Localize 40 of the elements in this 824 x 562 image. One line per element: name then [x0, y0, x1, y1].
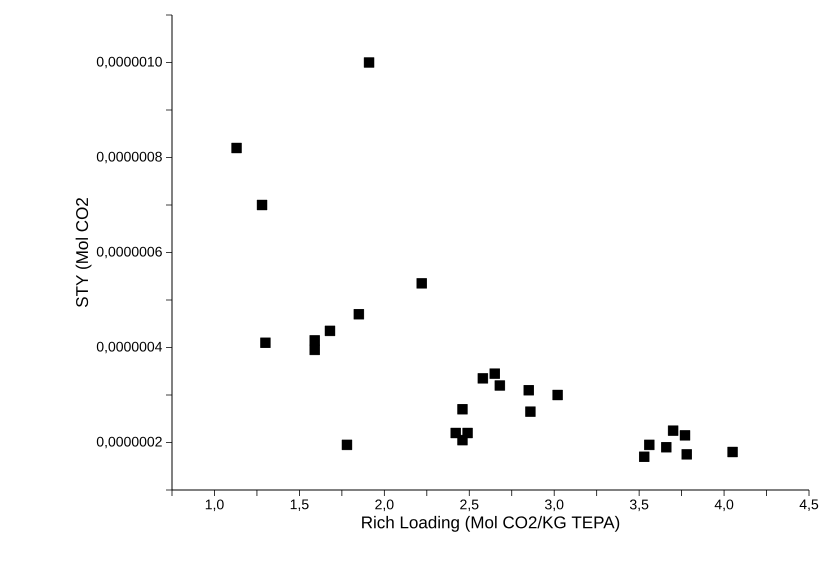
- point: [354, 309, 364, 320]
- x-tick-label: 1,0: [206, 500, 224, 512]
- point: [525, 406, 536, 417]
- point: [231, 142, 242, 154]
- point: [682, 449, 692, 460]
- x-tick-label: 1,5: [290, 500, 309, 511]
- point: [524, 385, 534, 396]
- point: [416, 278, 427, 289]
- y-axis-title: STY (Mol CO2: [76, 198, 92, 307]
- point: [324, 326, 336, 336]
- point: [260, 338, 271, 348]
- point: [644, 440, 655, 450]
- x-axis-title: Rich Loading (Mol CO2/KG TEPA): [362, 516, 620, 532]
- x-tick-label: 2,0: [375, 500, 394, 512]
- point: [494, 380, 506, 391]
- point: [727, 446, 738, 458]
- x-tick-label: 2,5: [460, 500, 478, 512]
- x-tick-label: 4,5: [800, 500, 818, 511]
- point: [457, 404, 468, 414]
- y-tick-label: 0,0000008: [96, 152, 162, 164]
- point: [342, 440, 352, 450]
- point: [661, 442, 672, 452]
- point: [364, 57, 374, 68]
- point: [680, 430, 690, 441]
- x-tick-label: 3,0: [545, 500, 564, 512]
- point: [462, 428, 473, 438]
- point: [309, 344, 320, 356]
- x-tick-label: 3,5: [630, 500, 648, 512]
- point: [668, 425, 678, 436]
- point: [552, 390, 563, 400]
- point: [639, 452, 650, 462]
- y-tick-label: 0,0000006: [96, 246, 162, 258]
- x-tick-label: 4,0: [714, 500, 734, 512]
- point: [490, 368, 500, 379]
- point: [309, 335, 320, 346]
- point: [478, 373, 488, 384]
- y-tick-label: 0,0000010: [96, 56, 162, 68]
- y-tick-label: 0,0000002: [96, 436, 162, 448]
- y-tick-label: 0,0000004: [96, 342, 162, 354]
- point: [256, 200, 268, 210]
